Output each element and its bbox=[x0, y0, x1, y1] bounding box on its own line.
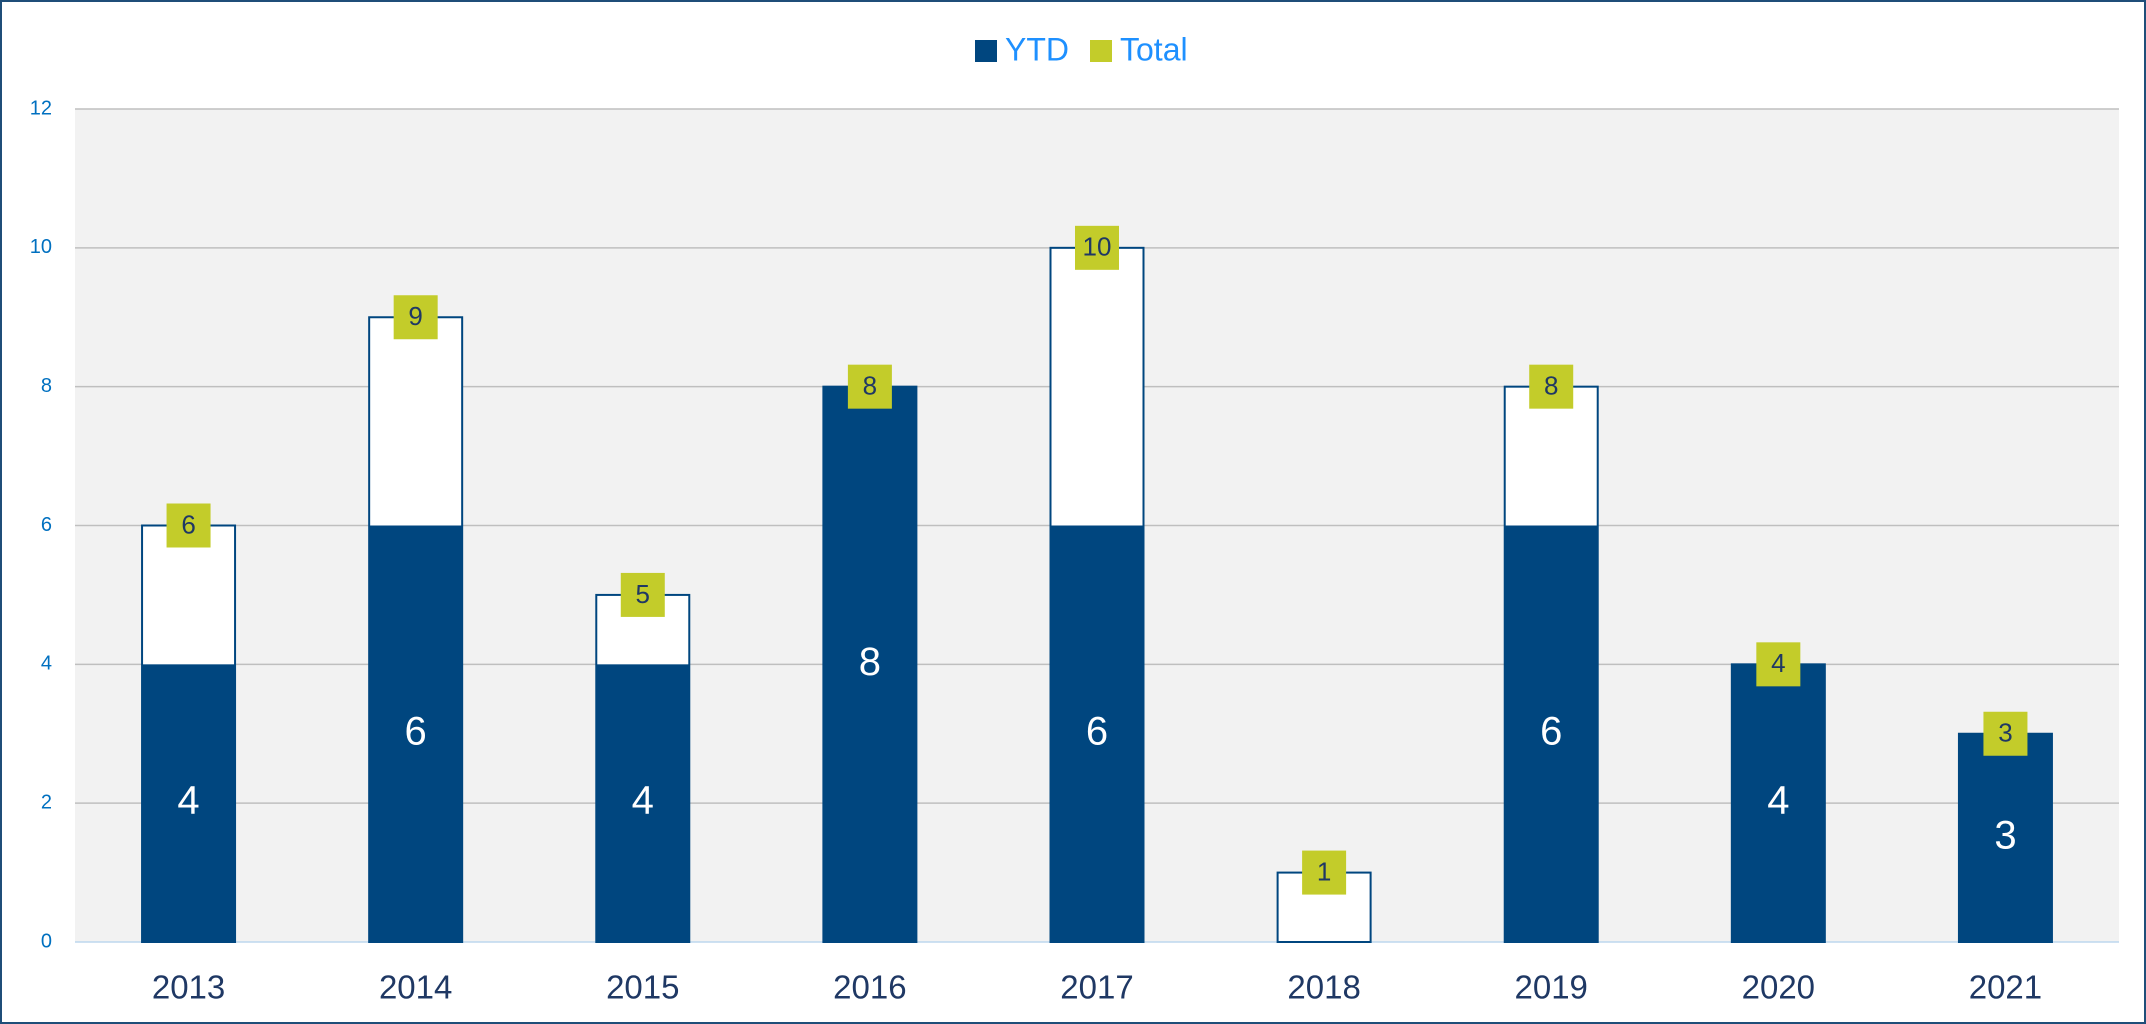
x-tick-label: 2019 bbox=[1515, 969, 1588, 1006]
total-value-label: 8 bbox=[863, 371, 877, 401]
total-label-box bbox=[1529, 364, 1574, 409]
y-tick-label: 0 bbox=[41, 930, 52, 952]
y-tick-label: 8 bbox=[41, 375, 52, 397]
legend-swatch bbox=[975, 40, 997, 62]
x-tick-label: 2017 bbox=[1060, 969, 1133, 1006]
total-value-label: 1 bbox=[1317, 856, 1331, 886]
ytd-bar bbox=[1050, 525, 1144, 942]
ytd-bar bbox=[596, 664, 690, 942]
x-tick-label: 2013 bbox=[152, 969, 225, 1006]
total-label-box bbox=[1756, 642, 1801, 687]
total-label-box bbox=[166, 503, 211, 548]
legend-swatch bbox=[1090, 40, 1112, 62]
x-tick-label: 2014 bbox=[379, 969, 452, 1006]
total-label-box bbox=[620, 572, 665, 617]
total-value-label: 5 bbox=[636, 579, 650, 609]
ytd-value-label: 6 bbox=[405, 709, 427, 753]
x-tick-label: 2016 bbox=[833, 969, 906, 1006]
total-value-label: 10 bbox=[1083, 232, 1112, 262]
x-tick-label: 2015 bbox=[606, 969, 679, 1006]
total-value-label: 6 bbox=[181, 509, 195, 539]
ytd-bar bbox=[823, 386, 917, 943]
ytd-value-label: 4 bbox=[1767, 779, 1789, 823]
total-label-box bbox=[393, 295, 438, 340]
ytd-value-label: 6 bbox=[1086, 709, 1108, 753]
ytd-bar bbox=[1731, 664, 1825, 942]
total-label-box bbox=[847, 364, 892, 409]
ytd-bar bbox=[1958, 733, 2052, 942]
y-tick-label: 12 bbox=[30, 97, 52, 119]
total-value-label: 8 bbox=[1544, 371, 1558, 401]
ytd-value-label: 6 bbox=[1540, 709, 1562, 753]
ytd-value-label: 4 bbox=[177, 779, 199, 823]
legend-label: Total bbox=[1120, 31, 1188, 67]
y-tick-label: 10 bbox=[30, 236, 52, 258]
total-label-box bbox=[1075, 225, 1119, 270]
total-value-label: 9 bbox=[408, 301, 422, 331]
ytd-value-label: 4 bbox=[632, 779, 654, 823]
y-tick-label: 2 bbox=[41, 791, 52, 813]
total-value-label: 3 bbox=[1998, 718, 2012, 748]
total-label-box bbox=[1302, 850, 1347, 895]
legend-label: YTD bbox=[1005, 31, 1069, 67]
y-tick-label: 4 bbox=[41, 653, 52, 675]
ytd-value-label: 3 bbox=[1994, 813, 2016, 857]
ytd-bar bbox=[1504, 525, 1598, 942]
ytd-bar bbox=[142, 664, 236, 942]
x-tick-label: 2020 bbox=[1742, 969, 1815, 1006]
total-value-label: 4 bbox=[1771, 648, 1785, 678]
x-tick-label: 2018 bbox=[1287, 969, 1360, 1006]
ytd-value-label: 0 bbox=[1321, 933, 1327, 944]
x-tick-label: 2021 bbox=[1969, 969, 2042, 1006]
ytd-value-label: 8 bbox=[859, 640, 881, 684]
ytd-bar bbox=[369, 525, 463, 942]
y-tick-label: 6 bbox=[41, 514, 52, 536]
total-label-box bbox=[1983, 711, 2028, 756]
